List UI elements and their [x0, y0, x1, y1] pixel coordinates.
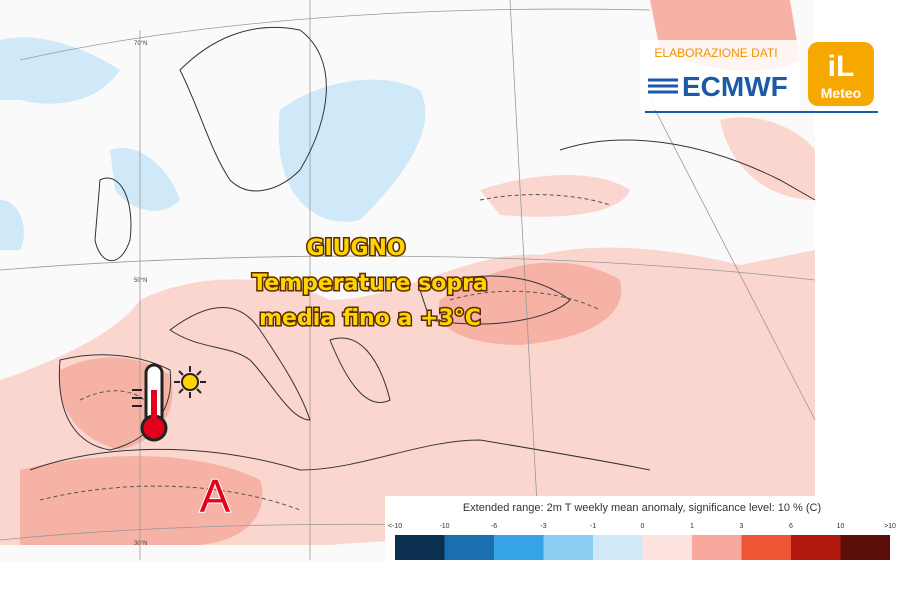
- latitude-label: 50°N: [134, 278, 147, 284]
- latitude-label: 30°N: [134, 541, 147, 547]
- legend-label: >10: [884, 523, 896, 530]
- legend-swatch: [543, 535, 593, 560]
- legend-swatch: [840, 535, 890, 560]
- pressure-marker: A: [200, 470, 231, 522]
- legend-swatch: [791, 535, 841, 560]
- logo-source: ECMWF: [682, 71, 788, 102]
- legend-label: <-10: [388, 523, 402, 530]
- sun-icon: [174, 366, 206, 398]
- legend-label: -3: [540, 523, 546, 530]
- legend-label: 0: [641, 523, 645, 530]
- legend: Extended range: 2m T weekly mean anomaly…: [385, 496, 900, 566]
- logo-brand: iL: [828, 50, 855, 83]
- legend-label: 1: [690, 523, 694, 530]
- legend-swatch: [692, 535, 742, 560]
- logo-brand-sub: Meteo: [821, 85, 861, 101]
- latitude-label: 70°N: [134, 41, 147, 47]
- legend-title: Extended range: 2m T weekly mean anomaly…: [463, 502, 821, 514]
- legend-swatch: [494, 535, 544, 560]
- legend-label: 6: [789, 523, 793, 530]
- logo: ELABORAZIONE DATI ECMWF iL Meteo: [640, 40, 878, 113]
- legend-swatch: [642, 535, 692, 560]
- thermometer-icon: [132, 363, 168, 442]
- legend-label: 3: [740, 523, 744, 530]
- overlay-title: GIUGNO: [306, 236, 405, 261]
- logo-credit: ELABORAZIONE DATI: [654, 46, 777, 60]
- legend-label: -1: [590, 523, 596, 530]
- overlay-line: media fino a +3°C: [259, 306, 481, 331]
- overlay-line: Temperature sopra: [252, 271, 488, 296]
- legend-swatch: [593, 535, 643, 560]
- legend-label: -6: [491, 523, 497, 530]
- legend-swatch: [395, 535, 445, 560]
- legend-swatch: [444, 535, 494, 560]
- legend-label: 10: [837, 523, 845, 530]
- legend-label: -10: [439, 523, 449, 530]
- legend-swatch: [741, 535, 791, 560]
